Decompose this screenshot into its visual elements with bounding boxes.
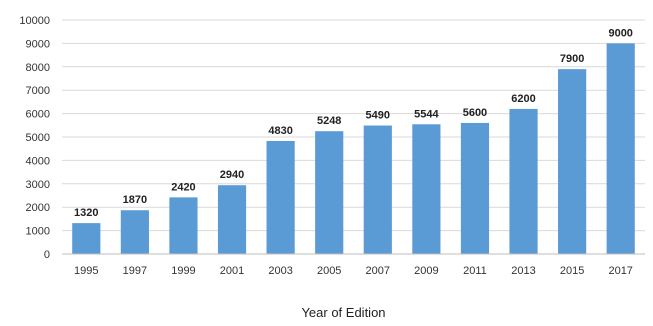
- x-tick-label: 1999: [171, 265, 195, 277]
- gridlines: [62, 19, 645, 232]
- x-tick-label: 1997: [123, 265, 147, 277]
- bar: [558, 69, 587, 254]
- bar: [363, 125, 392, 254]
- data-label: 5490: [366, 110, 390, 122]
- y-tick-label: 4000: [26, 155, 50, 167]
- y-tick-label: 10000: [19, 15, 50, 27]
- data-label: 2940: [220, 169, 244, 181]
- y-tick-label: 7000: [26, 85, 50, 97]
- x-tick-label: 2013: [511, 265, 535, 277]
- x-tick-label: 2003: [268, 265, 292, 277]
- bar: [120, 210, 149, 254]
- x-tick-label: 2011: [463, 265, 487, 277]
- y-tick-label: 6000: [26, 109, 50, 121]
- bar: [606, 43, 635, 255]
- bar: [509, 108, 538, 254]
- data-label: 5600: [463, 107, 487, 119]
- x-tick-label: 2009: [414, 265, 438, 277]
- y-tick-label: 8000: [26, 62, 50, 74]
- bar: [169, 197, 198, 254]
- bar: [412, 124, 441, 254]
- y-tick-label: 5000: [26, 132, 50, 144]
- bar: [266, 140, 295, 254]
- x-axis-title: Year of Edition: [301, 305, 385, 320]
- y-axis-ticks: 0 1000 2000 3000 4000 5000 6000 7000 8000 9000 100…: [19, 15, 50, 261]
- y-tick-label: 0: [44, 249, 50, 261]
- bars: [72, 43, 635, 255]
- x-axis-ticks: 1995 1997 1999 2001 2003 2005 2007 2009 2011 2013…: [74, 265, 633, 277]
- y-tick-label: 2000: [26, 202, 50, 214]
- data-label: 5248: [317, 115, 341, 127]
- data-label: 4830: [268, 125, 292, 137]
- bar: [460, 122, 490, 255]
- bar: [72, 223, 101, 254]
- data-label: 6200: [511, 93, 535, 105]
- data-label: 9000: [608, 27, 632, 39]
- bar: [315, 131, 344, 254]
- x-tick-label: 1995: [74, 265, 98, 277]
- x-tick-label: 2015: [560, 265, 584, 277]
- y-tick-label: 3000: [26, 179, 50, 191]
- data-label: 5544: [414, 108, 439, 120]
- bar: [217, 185, 247, 254]
- y-tick-label: 9000: [26, 38, 50, 50]
- x-tick-label: 2001: [220, 265, 244, 277]
- data-labels: 1320 1870 2420 2940 4830 5248 5490 5544 5600 6200…: [74, 27, 633, 219]
- y-tick-label: 1000: [26, 226, 50, 238]
- x-tick-label: 2017: [608, 265, 632, 277]
- data-label: 7900: [560, 53, 584, 65]
- data-label: 1320: [74, 207, 98, 219]
- data-label: 2420: [171, 181, 195, 193]
- x-tick-label: 2005: [317, 265, 341, 277]
- x-tick-label: 2007: [366, 265, 390, 277]
- data-label: 1870: [123, 194, 147, 206]
